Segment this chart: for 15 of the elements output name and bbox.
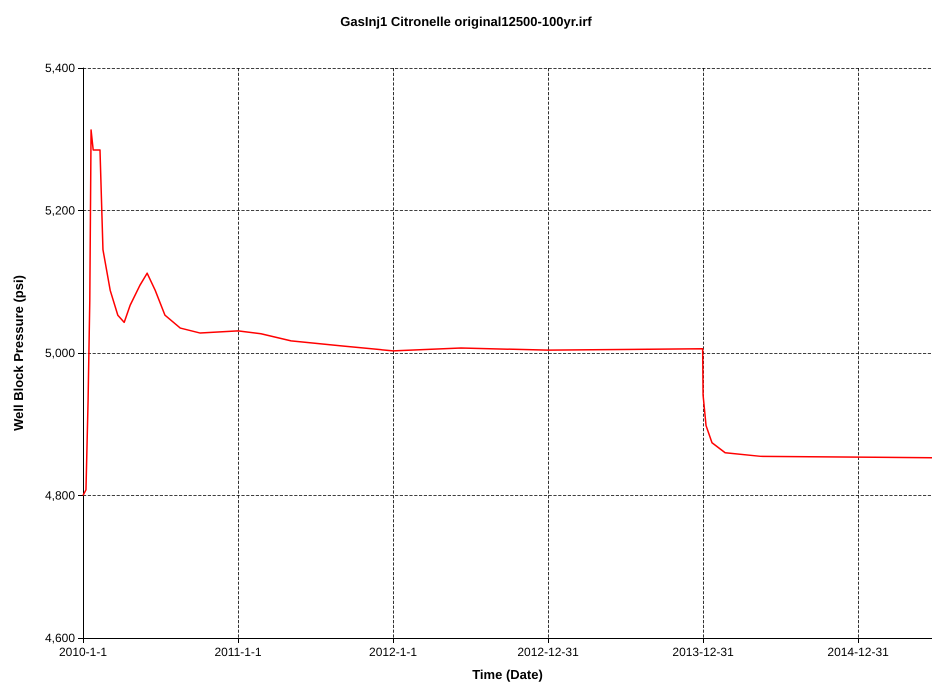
y-tick-label: 5,200 — [44, 204, 76, 218]
x-tick-label: 2012-12-31 — [517, 645, 580, 659]
x-tick-label: 2011-1-1 — [214, 645, 262, 659]
x-axis-title: Time (Date) — [472, 667, 543, 682]
x-tick-label: 2014-12-31 — [827, 645, 890, 659]
y-axis-title: Well Block Pressure (psi) — [11, 275, 26, 431]
y-tick-label: 5,400 — [44, 61, 76, 75]
line-series — [82, 129, 932, 496]
y-tick-label: 4,800 — [44, 488, 76, 502]
y-tick-label: 5,000 — [44, 346, 76, 360]
y-tick-label: 4,600 — [44, 631, 76, 645]
x-tick-label: 2010-1-1 — [58, 645, 108, 659]
x-tick-label: 2012-1-1 — [369, 645, 418, 659]
chart-title: GasInj1 Citronelle original12500-100yr.irf — [340, 14, 592, 29]
x-tick-label: 2013-12-31 — [672, 645, 734, 659]
